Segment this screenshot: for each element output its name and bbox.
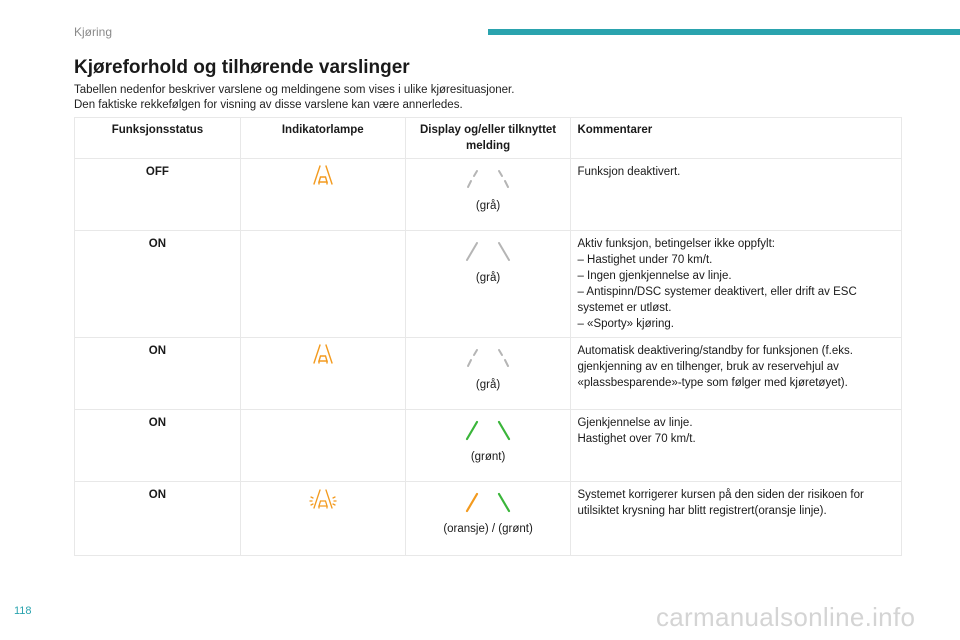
- warnings-table: Funksjonsstatus Indikatorlampe Display o…: [74, 117, 902, 556]
- lamp-cell: [239, 409, 406, 482]
- page-number: 118: [14, 605, 32, 617]
- comment-cell: Automatisk deaktivering/standby for funk…: [570, 337, 902, 410]
- comment-line: gjenkjenning av en tilhenger, bruk av re…: [577, 361, 839, 373]
- table-row: ON (grå) Automatisk de: [74, 337, 902, 410]
- lamp-cell: [239, 158, 406, 231]
- table-header-row: Funksjonsstatus Indikatorlampe Display o…: [74, 117, 902, 159]
- lane-warning-icon: [313, 344, 333, 364]
- intro-text: Tabellen nedenfor beskriver varslene og …: [74, 83, 514, 113]
- comment-line: – Hastighet under 70 km/t.: [577, 254, 713, 266]
- intro-line-2: Den faktiske rekkefølgen for visning av …: [74, 99, 463, 111]
- comment-cell: Aktiv funksjon, betingelser ikke oppfylt…: [570, 230, 902, 338]
- comment-cell: Systemet korrigerer kursen på den siden …: [570, 481, 902, 556]
- comment-cell: Gjenkjennelse av linje. Hastighet over 7…: [570, 409, 902, 482]
- table-row: OFF (grå) Funksjon de: [74, 158, 902, 231]
- intro-line-1: Tabellen nedenfor beskriver varslene og …: [74, 84, 515, 96]
- comment-line: Funksjon deaktivert.: [577, 166, 681, 178]
- section-label: Kjøring: [74, 25, 113, 39]
- comment-line: Aktiv funksjon, betingelser ikke oppfylt…: [577, 238, 775, 250]
- display-cell: (grå): [404, 158, 572, 231]
- lamp-cell: [239, 337, 406, 410]
- header-comment: Kommentarer: [570, 117, 902, 159]
- status-cell: ON: [74, 481, 241, 556]
- display-cell: (grå): [404, 230, 572, 338]
- status-cell: ON: [74, 409, 241, 482]
- comment-line: – «Sporty» kjøring.: [577, 318, 674, 330]
- table-row: ON (grønt) Gjenkjennelse av linje. Hasti…: [74, 409, 902, 482]
- lane-markings-icon: [467, 349, 510, 367]
- comment-line: Hastighet over 70 km/t.: [577, 433, 696, 445]
- comment-line: Automatisk deaktivering/standby for funk…: [577, 345, 853, 357]
- comment-line: – Antispinn/DSC systemer deaktivert, ell…: [577, 286, 857, 298]
- status-cell: ON: [74, 337, 241, 410]
- comment-line: Gjenkjennelse av linje.: [577, 417, 693, 429]
- table-row: ON (oransje) / (: [74, 481, 902, 556]
- lamp-cell: [239, 230, 406, 338]
- lane-caption: (grå): [475, 200, 501, 212]
- display-cell: (oransje) / (grønt): [404, 481, 572, 556]
- lane-markings-icon: [467, 170, 510, 188]
- lane-warning-active-icon: [309, 489, 337, 509]
- header-display: Display og/eller tilknyttet melding: [404, 117, 572, 159]
- lane-markings-icon: [465, 420, 511, 441]
- comment-cell: Funksjon deaktivert.: [570, 158, 902, 231]
- comment-line: «plassbesparende»-type som følger med kj…: [577, 377, 848, 389]
- lane-markings-icon: [466, 242, 511, 261]
- comment-line: utilsiktet krysning har blitt registrert…: [577, 505, 827, 517]
- page-title: Kjøreforhold og tilhørende varslinger: [74, 57, 410, 78]
- lane-caption: (grå): [475, 272, 501, 284]
- section-accent-bar: [488, 29, 960, 35]
- display-cell: (grønt): [404, 409, 572, 482]
- status-cell: ON: [74, 230, 241, 338]
- table-row: ON (grå) Aktiv funksjon, betingelser ikk…: [74, 230, 902, 338]
- comment-line: systemet er utløst.: [577, 302, 672, 314]
- comment-line: Systemet korrigerer kursen på den siden …: [577, 489, 864, 501]
- lane-warning-icon: [313, 165, 333, 185]
- lamp-cell: [239, 481, 406, 556]
- header-lamp: Indikatorlampe: [239, 117, 406, 159]
- display-cell: (grå): [404, 337, 572, 410]
- lane-caption: (oransje) / (grønt): [443, 523, 533, 535]
- lane-markings-icon: [465, 492, 511, 513]
- status-cell: OFF: [74, 158, 241, 231]
- lane-caption: (grønt): [470, 451, 506, 463]
- comment-line: – Ingen gjenkjennelse av linje.: [577, 270, 732, 282]
- header-status: Funksjonsstatus: [74, 117, 241, 159]
- watermark: carmanualsonline.info: [656, 602, 916, 632]
- lane-caption: (grå): [475, 379, 501, 391]
